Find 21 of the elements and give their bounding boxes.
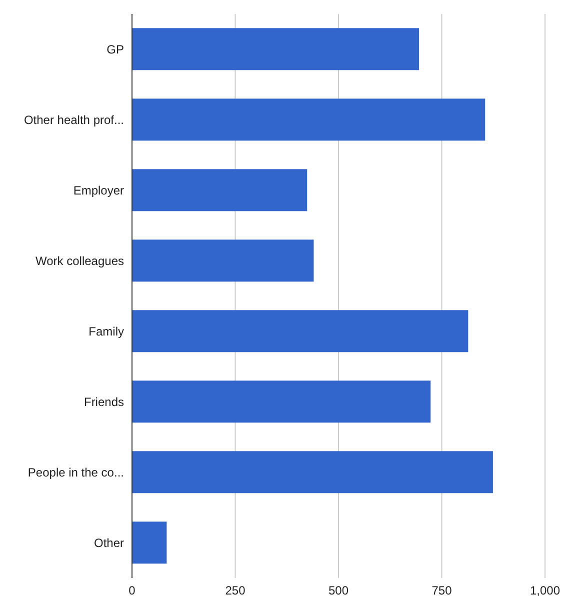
bar — [132, 98, 486, 141]
x-tick-label: 250 — [225, 584, 246, 598]
y-tick-label: Employer — [73, 184, 124, 198]
y-tick-label: Family — [88, 324, 124, 339]
y-tick-label: Other — [94, 536, 124, 550]
x-tick-label: 500 — [328, 584, 349, 598]
y-tick-label: Friends — [84, 395, 124, 410]
bar — [132, 28, 420, 70]
x-tick-label: 0 — [128, 584, 136, 598]
bar — [132, 451, 493, 494]
bar — [132, 380, 431, 423]
y-tick-label: Work colleagues — [36, 254, 124, 268]
y-tick-label: People in the co... — [28, 466, 124, 480]
bar — [132, 310, 468, 352]
y-tick-label: Other health prof... — [24, 113, 124, 128]
x-tick-label: 750 — [432, 584, 452, 598]
bar — [132, 522, 167, 564]
x-tick-label: 1,000 — [530, 584, 560, 598]
bar — [132, 240, 314, 282]
y-tick-label: GP — [106, 42, 124, 57]
bar — [132, 169, 308, 212]
